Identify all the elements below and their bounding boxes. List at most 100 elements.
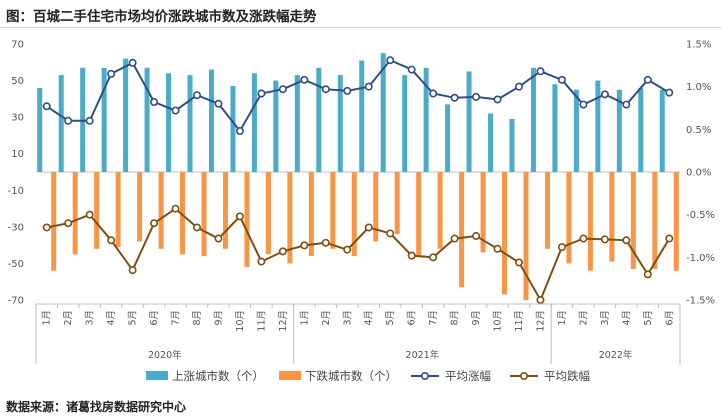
month-label: 3月: [600, 310, 611, 326]
avg-down-point: [150, 219, 159, 228]
avg-down-point: [450, 234, 459, 243]
avg-up-point: [128, 58, 137, 67]
avg-down-point: [557, 243, 566, 252]
avg-down-point: [85, 210, 94, 219]
month-label: 5月: [128, 310, 139, 326]
up-bar: [208, 69, 214, 172]
month-label: 6月: [664, 310, 675, 326]
month-label: 2月: [63, 310, 74, 326]
up-bar: [273, 80, 279, 172]
avg-down-point: [64, 219, 73, 228]
lines-layer: [42, 56, 674, 304]
avg-up-point: [235, 127, 244, 136]
month-label: 4月: [621, 310, 632, 326]
avg-up-point: [622, 100, 631, 109]
y-right-tick-label: -1.5%: [686, 296, 715, 307]
up-bar: [230, 86, 236, 172]
year-label: 2020年: [148, 349, 182, 361]
year-label: 2021年: [406, 349, 440, 361]
up-bar: [423, 67, 429, 172]
down-bar: [394, 172, 400, 235]
up-bar: [144, 67, 150, 172]
up-bar: [552, 84, 558, 172]
y-right-tick-label: -0.5%: [686, 210, 715, 221]
avg-up-point: [107, 69, 116, 78]
avg-down-point: [622, 236, 631, 245]
legend-label: 上涨城市数（个）: [172, 369, 264, 383]
y-left-tick-label: -10: [8, 186, 24, 197]
avg-up-point: [407, 65, 416, 74]
month-label: 10月: [493, 310, 504, 332]
month-label: 1月: [42, 310, 53, 326]
down-bar: [480, 172, 486, 253]
avg-down-point: [364, 223, 373, 232]
avg-up-point: [514, 82, 523, 91]
avg-down-point: [665, 234, 674, 243]
month-label: 7月: [171, 310, 182, 326]
month-label: 4月: [106, 310, 117, 326]
down-bar: [72, 172, 78, 255]
avg-up-point: [214, 99, 223, 108]
avg-up-point: [300, 75, 309, 84]
up-bar: [402, 75, 408, 172]
down-bar: [158, 172, 164, 249]
up-bar: [466, 71, 472, 172]
month-label: 12月: [278, 310, 289, 332]
avg-down-point: [321, 238, 330, 247]
up-bar: [37, 87, 43, 172]
y-left-tick-label: 70: [11, 40, 24, 51]
avg-down-point: [214, 234, 223, 243]
month-label: 4月: [364, 310, 375, 326]
up-bar: [251, 73, 257, 172]
avg-up-point: [643, 75, 652, 84]
month-label: 10月: [235, 310, 246, 332]
y-left-tick-label: 30: [11, 113, 24, 124]
up-bar: [616, 89, 622, 172]
down-bar: [137, 172, 143, 242]
avg-up-point: [386, 56, 395, 65]
avg-down-point: [386, 229, 395, 238]
down-bar: [51, 172, 57, 271]
avg-up-point: [64, 116, 73, 125]
avg-up-point: [321, 85, 330, 94]
down-bar: [416, 172, 422, 257]
down-bar: [244, 172, 250, 268]
avg-up-point: [493, 95, 502, 104]
down-bar: [265, 172, 271, 255]
avg-down-point: [42, 223, 51, 232]
legend-swatch: [279, 371, 301, 380]
avg-up-point: [171, 106, 180, 115]
month-label: 5月: [385, 310, 396, 326]
y-left-tick-label: 50: [11, 76, 24, 87]
down-bar: [523, 172, 529, 300]
month-label: 8月: [450, 310, 461, 326]
legend-label: 平均跌幅: [544, 369, 590, 383]
up-bar: [187, 75, 193, 172]
down-bar: [330, 172, 336, 249]
month-label: 7月: [428, 310, 439, 326]
avg-down-point: [107, 236, 116, 245]
avg-down-point: [235, 212, 244, 221]
avg-down-point: [257, 257, 266, 266]
avg-up-point: [85, 116, 94, 125]
legend-marker: [519, 371, 528, 380]
legend-swatch: [146, 371, 168, 380]
y-right-tick-label: 1.0%: [686, 82, 711, 93]
month-label: 9月: [471, 310, 482, 326]
legend-marker: [420, 371, 429, 380]
down-bar: [201, 172, 207, 257]
year-label: 2022年: [599, 349, 633, 361]
month-label: 6月: [407, 310, 418, 326]
avg-up-point: [364, 82, 373, 91]
down-bar: [373, 172, 379, 242]
avg-up-point: [536, 67, 545, 76]
avg-up-point: [472, 92, 481, 101]
bars-layer: [37, 53, 679, 300]
up-bar: [659, 89, 665, 172]
up-bar: [595, 80, 601, 172]
avg-up-point: [278, 85, 287, 94]
up-bar: [380, 53, 386, 173]
month-label: 3月: [85, 310, 96, 326]
axes-layer: 70 50 30 10 -10 -30 -50 -70 1.5% 1.0% 0.5% 0.0% -0.5…: [8, 40, 715, 364]
